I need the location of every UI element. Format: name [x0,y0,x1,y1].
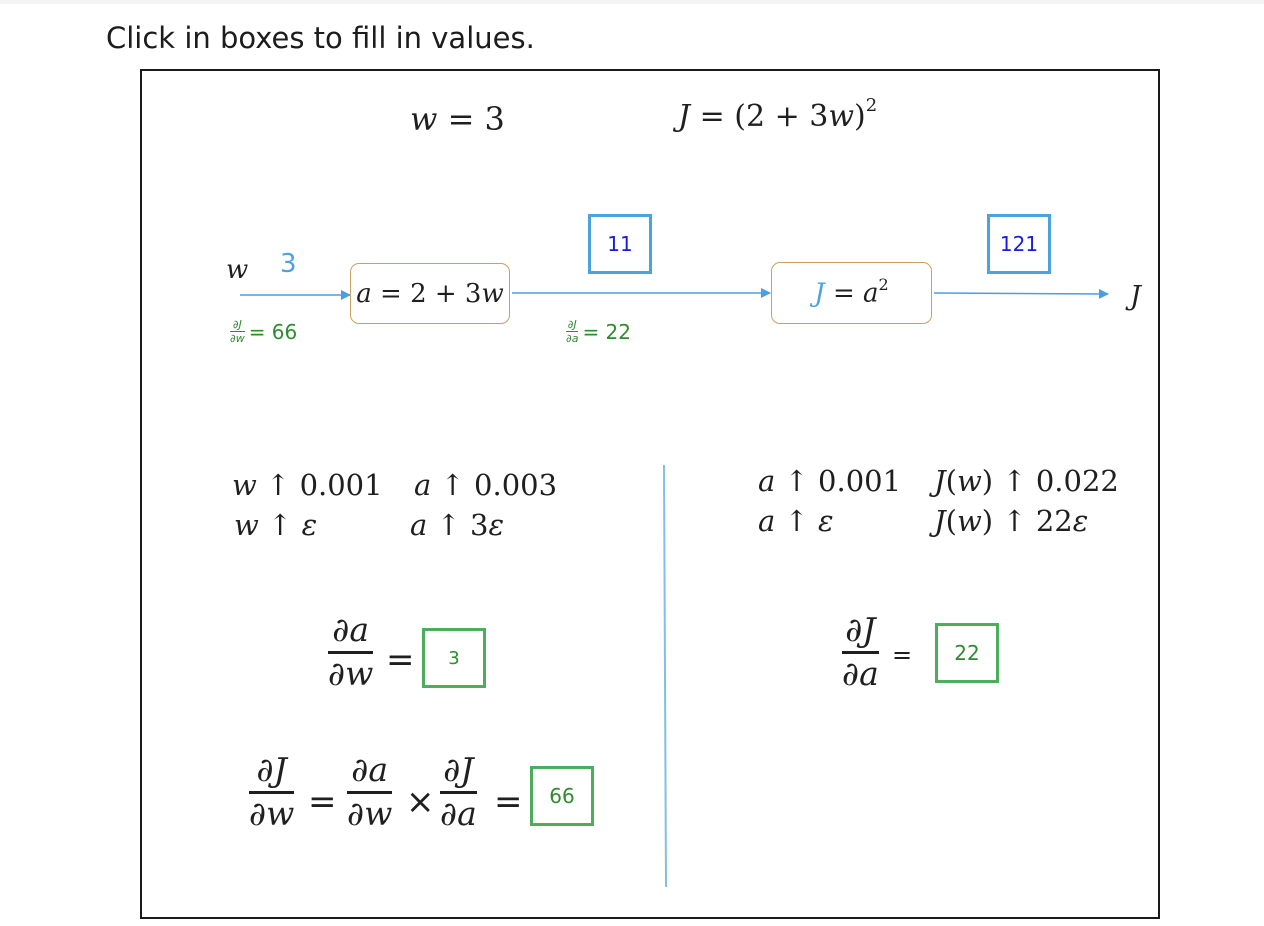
right-row2-col1: a ↑ ε [758,504,834,538]
fraction-da-dw: ∂a ∂w [328,610,374,693]
equals-sign: = [386,640,415,680]
value-box-J[interactable]: 121 [987,214,1051,274]
right-row2-col2: J(w) ↑ 22ε [934,504,1089,538]
fraction-dJ-da: ∂J ∂a [842,610,879,693]
fraction-dJ-dw: ∂J ∂w [249,750,295,833]
value-box-a[interactable]: 11 [588,214,652,274]
panel-divider [663,464,667,888]
right-row1-col2: J(w) ↑ 0.022 [934,464,1119,498]
node-J: J = a2 [771,262,932,324]
left-row1-col1: w ↑ 0.001 [232,468,383,502]
chain-equals-2: = [494,782,523,822]
top-bar [0,0,1264,4]
value-box-da-dw[interactable]: 3 [422,628,486,688]
diagram-frame: w = 3 J = (2 + 3w)2 w 3 a = 2 + 3w J = a… [140,69,1160,919]
input-w-label: w [226,255,249,285]
left-row2-col1: w ↑ ε [234,508,318,542]
value-box-dJ-dw[interactable]: 66 [530,766,594,826]
node-a: a = 2 + 3w [350,263,510,324]
chain-equals-1: = [308,782,337,822]
graph-arrows [240,288,1109,888]
derivative-dJ-da: ∂J ∂a = 22 [566,318,632,345]
w-definition: w = 3 [410,100,505,138]
J-definition: J = (2 + 3w)2 [678,95,878,134]
arrow-J-out [933,288,1109,299]
times-sign: × [406,782,435,822]
left-row1-col2: a ↑ 0.003 [414,468,558,502]
fraction-dJ-da-chain: ∂J ∂a [440,750,477,833]
instruction-text: Click in boxes to fill in values. [106,21,535,55]
input-w-value[interactable]: 3 [280,249,297,279]
right-row1-col1: a ↑ 0.001 [758,464,902,498]
value-box-dJ-da[interactable]: 22 [935,623,999,683]
left-row2-col2: a ↑ 3ε [410,508,505,542]
fraction-da-dw-chain: ∂a ∂w [347,750,393,833]
output-J-label: J [1130,281,1141,312]
derivative-dJ-dw: ∂J ∂w = 66 [230,318,298,345]
right-equals-sign: = [892,641,913,669]
